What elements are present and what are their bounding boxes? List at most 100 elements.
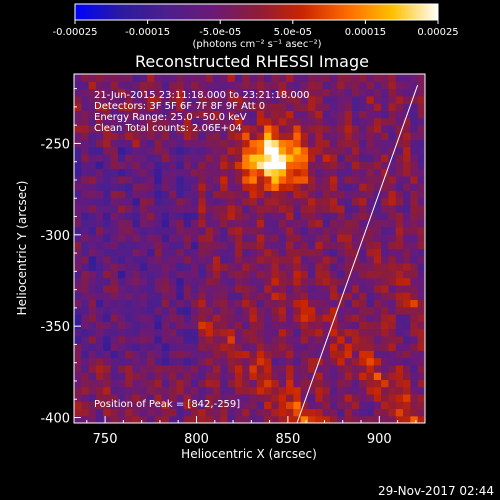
- heatmap-cell: [359, 81, 368, 90]
- heatmap-cell: [329, 161, 338, 170]
- heatmap-cell: [249, 415, 258, 423]
- heatmap-cell: [169, 233, 177, 242]
- heatmap-cell: [198, 204, 207, 213]
- heatmap-cell: [264, 248, 273, 257]
- heatmap-cell: [308, 350, 316, 359]
- heatmap-cell: [191, 103, 199, 111]
- heatmap-cell: [212, 313, 221, 322]
- heatmap-cell: [256, 255, 265, 264]
- heatmap-cell: [154, 190, 163, 199]
- heatmap-cell: [322, 357, 331, 366]
- heatmap-cell: [154, 393, 163, 402]
- heatmap-cell: [74, 321, 82, 330]
- heatmap-cell: [322, 204, 331, 213]
- heatmap-cell: [359, 153, 368, 162]
- heatmap-cell: [234, 277, 243, 286]
- heatmap-cell: [147, 204, 156, 213]
- heatmap-cell: [234, 335, 243, 344]
- heatmap-cell: [373, 110, 382, 119]
- heatmap-cell: [264, 364, 273, 373]
- heatmap-cell: [278, 372, 287, 380]
- heatmap-cell: [220, 401, 229, 410]
- heatmap-cell: [183, 204, 192, 213]
- heatmap-cell: [212, 197, 221, 206]
- heatmap-cell: [169, 263, 177, 271]
- heatmap-cell: [381, 284, 390, 293]
- heatmap-cell: [286, 401, 294, 410]
- heatmap-cell: [359, 139, 368, 148]
- heatmap-cell: [395, 299, 404, 308]
- heatmap-cell: [139, 132, 148, 141]
- heatmap-cell: [220, 74, 229, 82]
- heatmap-cell: [74, 248, 82, 257]
- heatmap-cell: [366, 95, 375, 104]
- heatmap-cell: [110, 190, 119, 199]
- heatmap-cell: [256, 408, 265, 417]
- heatmap-cell: [154, 350, 163, 359]
- heatmap-cell: [351, 364, 360, 373]
- heatmap-cell: [395, 197, 404, 206]
- heatmap-cell: [227, 401, 236, 410]
- heatmap-cell: [132, 161, 141, 170]
- heatmap-cell: [242, 393, 251, 402]
- heatmap-cell: [278, 146, 287, 155]
- heatmap-cell: [388, 321, 397, 330]
- heatmap-cell: [366, 81, 375, 90]
- heatmap-cell: [191, 212, 199, 221]
- heatmap-cell: [95, 313, 104, 322]
- heatmap-cell: [110, 183, 119, 191]
- heatmap-cell: [74, 313, 82, 322]
- heatmap-cell: [388, 161, 397, 170]
- heatmap-cell: [117, 175, 126, 184]
- heatmap-cell: [191, 204, 199, 213]
- heatmap-cell: [205, 248, 214, 257]
- heatmap-cell: [132, 328, 141, 337]
- heatmap-cell: [278, 197, 287, 206]
- heatmap-cell: [183, 241, 192, 250]
- heatmap-cell: [403, 241, 411, 250]
- heatmap-cell: [154, 321, 163, 330]
- heatmap-cell: [198, 146, 207, 155]
- heatmap-cell: [81, 153, 90, 162]
- heatmap-cell: [132, 146, 141, 155]
- heatmap-cell: [264, 386, 273, 395]
- heatmap-cell: [278, 277, 287, 286]
- heatmap-cell: [205, 233, 214, 242]
- heatmap-cell: [366, 386, 375, 395]
- heatmap-cell: [110, 103, 119, 111]
- heatmap-cell: [315, 204, 324, 213]
- heatmap-cell: [242, 226, 251, 235]
- heatmap-cell: [329, 343, 338, 351]
- heatmap-cell: [308, 241, 316, 250]
- heatmap-cell: [125, 299, 134, 308]
- heatmap-cell: [103, 175, 112, 184]
- heatmap-cell: [410, 306, 419, 315]
- heatmap-cell: [271, 393, 280, 402]
- heatmap-cell: [110, 299, 119, 308]
- heatmap-cell: [337, 335, 346, 344]
- heatmap-cell: [183, 335, 192, 344]
- heatmap-cell: [147, 379, 156, 388]
- heatmap-cell: [176, 124, 185, 133]
- heatmap-cell: [169, 95, 177, 104]
- heatmap-cell: [205, 175, 214, 184]
- heatmap-cell: [381, 299, 390, 308]
- heatmap-cell: [242, 270, 251, 279]
- heatmap-cell: [308, 190, 316, 199]
- heatmap-cell: [417, 343, 425, 351]
- heatmap-cell: [161, 263, 170, 271]
- heatmap-cell: [300, 226, 309, 235]
- heatmap-cell: [154, 132, 163, 141]
- heatmap-cell: [329, 81, 338, 90]
- heatmap-cell: [264, 270, 273, 279]
- heatmap-cell: [234, 343, 243, 351]
- heatmap-cell: [234, 139, 243, 148]
- heatmap-cell: [373, 103, 382, 111]
- heatmap-cell: [212, 248, 221, 257]
- heatmap-cell: [191, 299, 199, 308]
- heatmap-cell: [329, 255, 338, 264]
- heatmap-cell: [227, 386, 236, 395]
- heatmap-cell: [315, 146, 324, 155]
- heatmap-cell: [308, 313, 316, 322]
- heatmap-cell: [337, 357, 346, 366]
